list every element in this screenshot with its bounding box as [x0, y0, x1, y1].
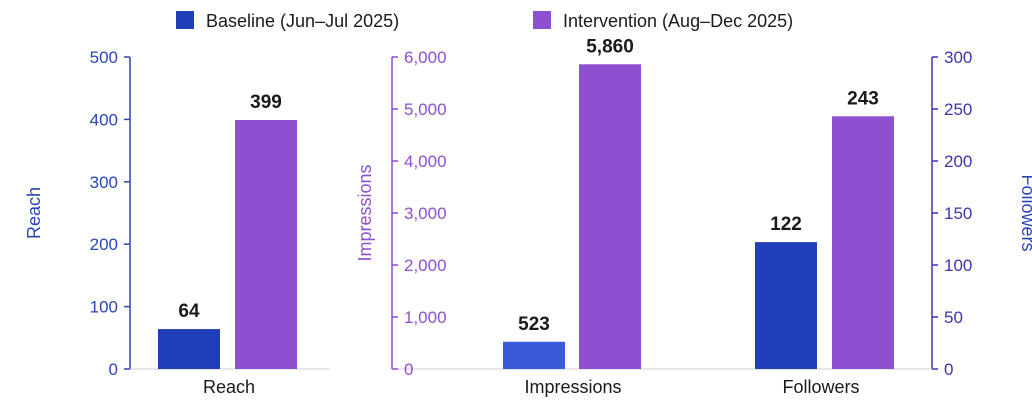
- data-label-baseline-reach: 64: [178, 301, 200, 322]
- y-tick-label-impressions: 6,000: [404, 48, 447, 67]
- y-tick-label-reach: 400: [90, 110, 118, 129]
- y-axis-title-followers: Followers: [1018, 174, 1032, 251]
- legend-swatch-baseline: [176, 11, 194, 29]
- legend: Baseline (Jun–Jul 2025) Intervention (Au…: [176, 11, 793, 31]
- data-label-intervention-reach: 399: [250, 92, 282, 113]
- legend-swatch-intervention: [533, 11, 551, 29]
- y-tick-label-impressions: 0: [404, 360, 413, 379]
- bars-layer: 64 399 523 5,860 122 243: [158, 36, 894, 369]
- bar-baseline-reach: [158, 329, 220, 369]
- y-tick-label-followers: 0: [944, 360, 953, 379]
- y-tick-label-reach: 100: [90, 298, 118, 317]
- tick-layer: 010020030040050001,0002,0003,0004,0005,0…: [90, 48, 973, 379]
- bar-intervention-reach: [235, 120, 297, 369]
- y-tick-label-reach: 500: [90, 48, 118, 67]
- y-tick-label-reach: 0: [109, 360, 118, 379]
- y-tick-label-impressions: 3,000: [404, 204, 447, 223]
- bar-baseline-followers: [755, 242, 817, 369]
- y-axis-title-impressions: Impressions: [355, 164, 375, 261]
- y-tick-label-followers: 200: [944, 152, 972, 171]
- category-label-reach: Reach: [203, 377, 255, 397]
- bar-intervention-followers: [832, 116, 894, 369]
- y-tick-label-impressions: 1,000: [404, 308, 447, 327]
- y-tick-label-followers: 50: [944, 308, 963, 327]
- y-tick-label-reach: 300: [90, 173, 118, 192]
- data-label-baseline-impressions: 523: [518, 314, 550, 335]
- bar-baseline-impressions: [503, 341, 565, 369]
- category-label-impressions: Impressions: [524, 377, 621, 397]
- bar-intervention-impressions: [579, 64, 641, 369]
- data-label-intervention-followers: 243: [847, 88, 879, 109]
- legend-label-baseline: Baseline (Jun–Jul 2025): [206, 11, 399, 31]
- y-tick-label-followers: 250: [944, 100, 972, 119]
- data-label-baseline-followers: 122: [770, 214, 802, 235]
- y-tick-label-impressions: 5,000: [404, 100, 447, 119]
- y-tick-label-reach: 200: [90, 235, 118, 254]
- category-label-followers: Followers: [782, 377, 859, 397]
- data-label-intervention-impressions: 5,860: [586, 36, 634, 57]
- y-tick-label-impressions: 2,000: [404, 256, 447, 275]
- y-tick-label-followers: 100: [944, 256, 972, 275]
- y-tick-label-followers: 300: [944, 48, 972, 67]
- y-tick-label-followers: 150: [944, 204, 972, 223]
- y-tick-label-impressions: 4,000: [404, 152, 447, 171]
- y-axis-title-reach: Reach: [24, 187, 44, 239]
- legend-label-intervention: Intervention (Aug–Dec 2025): [563, 11, 793, 31]
